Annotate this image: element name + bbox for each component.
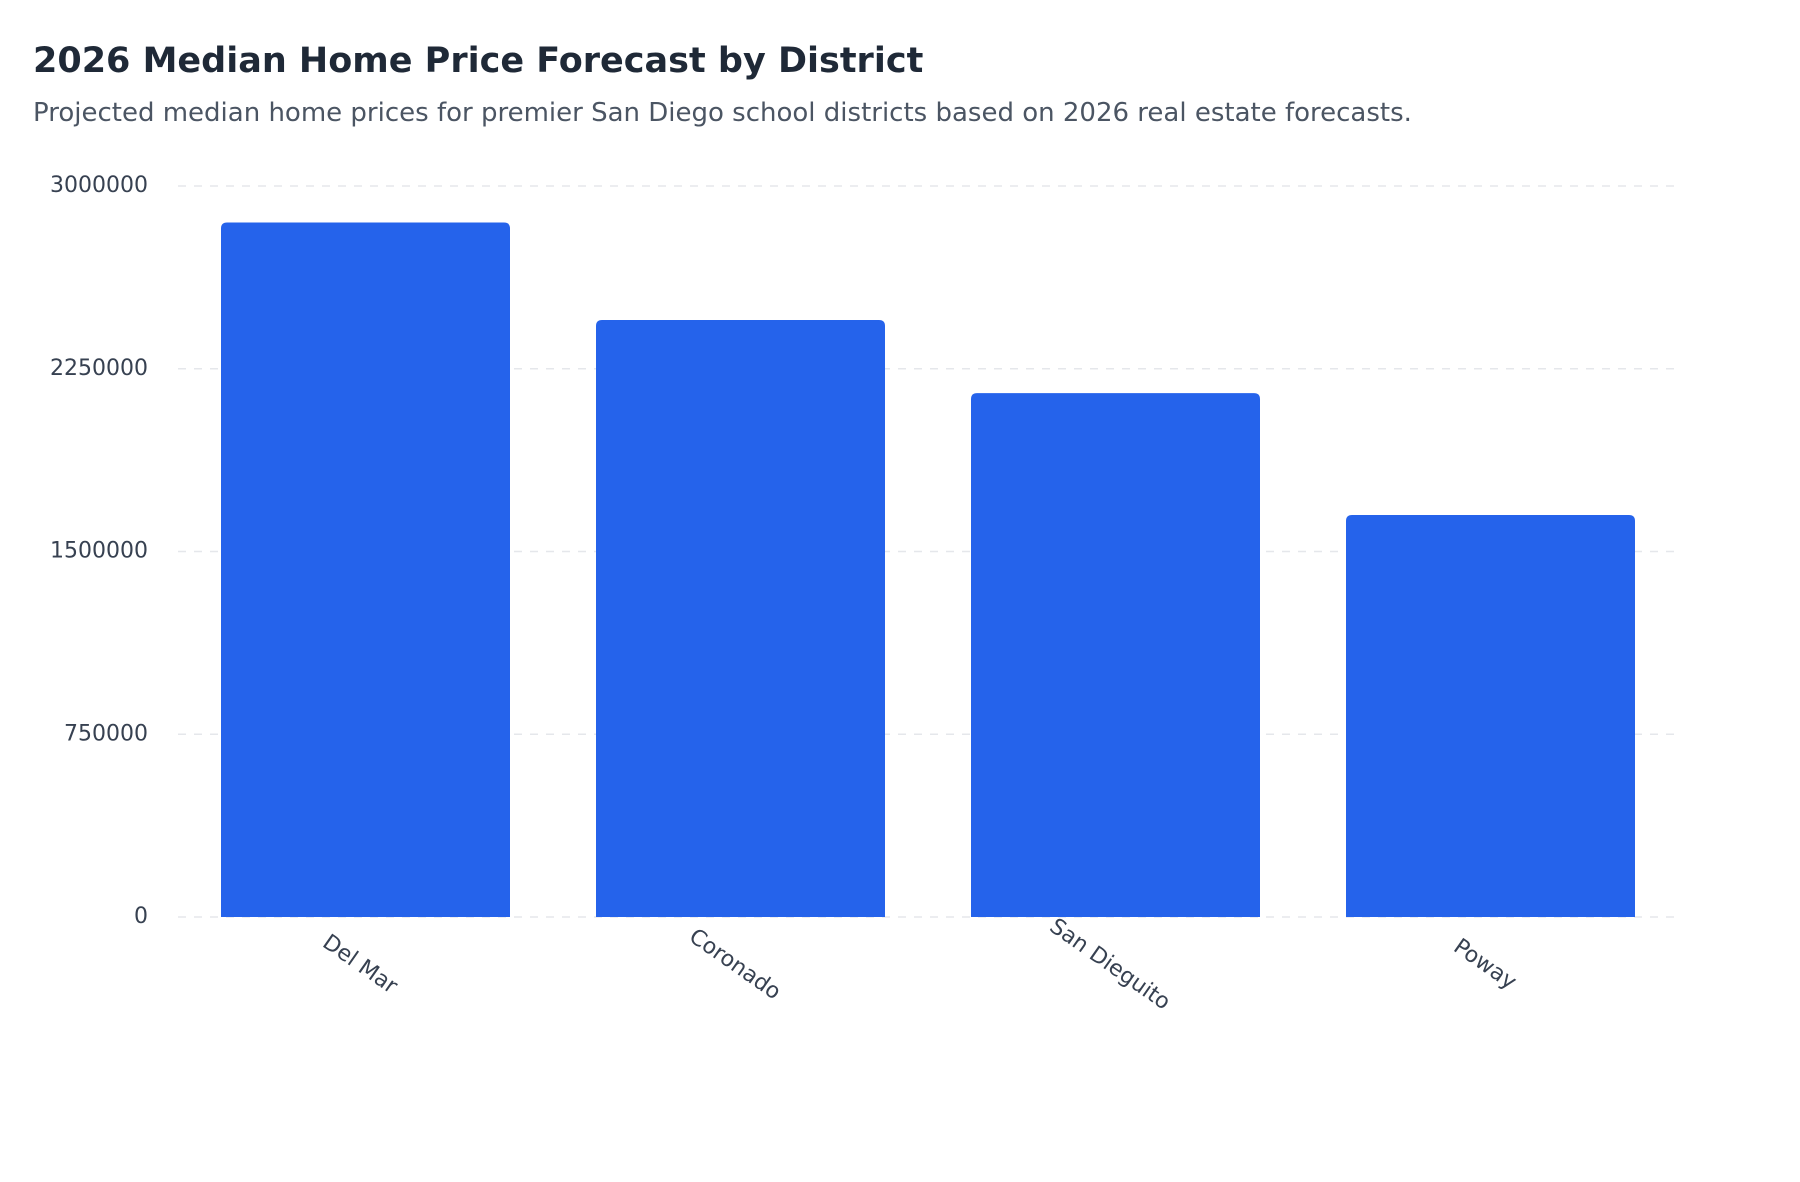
x-category-label: Poway xyxy=(1449,934,1521,995)
y-tick-label: 0 xyxy=(134,904,148,929)
y-tick-label: 3000000 xyxy=(50,173,148,198)
bars xyxy=(221,222,1635,918)
x-category-label: Coronado xyxy=(684,924,785,1005)
y-axis-ticks: 0 750000 1500000 2250000 3000000 xyxy=(50,173,148,929)
bar-poway[interactable] xyxy=(1346,514,1635,917)
y-tick-label: 2250000 xyxy=(50,356,148,381)
x-category-label: Del Mar xyxy=(318,930,403,1000)
x-axis-labels: Del Mar Coronado San Dieguito Poway xyxy=(318,914,1521,1015)
chart-subtitle: Projected median home prices for premier… xyxy=(33,98,1412,128)
bar-san-dieguito[interactable] xyxy=(971,393,1260,917)
y-tick-label: 750000 xyxy=(64,721,148,746)
bar-coronado[interactable] xyxy=(596,320,885,917)
bar-del-mar[interactable] xyxy=(221,222,510,918)
chart-header: 2026 Median Home Price Forecast by Distr… xyxy=(33,38,1763,130)
x-category-label: San Dieguito xyxy=(1045,914,1175,1015)
chart-title: 2026 Median Home Price Forecast by Distr… xyxy=(33,41,924,81)
y-tick-label: 1500000 xyxy=(50,539,148,564)
